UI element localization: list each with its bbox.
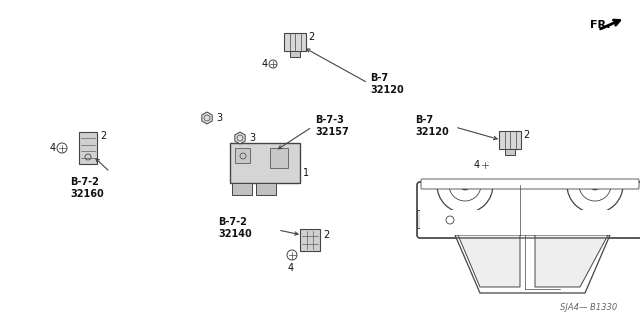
FancyBboxPatch shape: [270, 148, 288, 168]
Polygon shape: [458, 235, 520, 287]
Text: 2: 2: [308, 32, 314, 42]
Text: 2: 2: [100, 131, 106, 141]
Text: 32120: 32120: [370, 85, 404, 95]
Polygon shape: [455, 235, 610, 293]
FancyBboxPatch shape: [284, 33, 306, 51]
FancyBboxPatch shape: [420, 210, 640, 235]
FancyBboxPatch shape: [300, 229, 320, 251]
FancyBboxPatch shape: [290, 51, 300, 57]
Text: SJA4— B1330: SJA4— B1330: [560, 303, 617, 313]
FancyBboxPatch shape: [232, 183, 252, 195]
Circle shape: [565, 155, 625, 215]
Text: B-7-3: B-7-3: [315, 115, 344, 125]
Text: 4: 4: [288, 263, 294, 273]
Polygon shape: [235, 132, 245, 144]
Polygon shape: [563, 153, 627, 180]
Text: B-7: B-7: [370, 73, 388, 83]
FancyBboxPatch shape: [256, 183, 276, 195]
FancyBboxPatch shape: [417, 182, 640, 238]
FancyBboxPatch shape: [505, 149, 515, 155]
Polygon shape: [433, 153, 497, 180]
FancyBboxPatch shape: [230, 143, 300, 183]
Text: 3: 3: [249, 133, 255, 143]
FancyBboxPatch shape: [499, 131, 521, 149]
Text: 32120: 32120: [415, 127, 449, 137]
FancyBboxPatch shape: [421, 179, 639, 189]
FancyBboxPatch shape: [417, 210, 425, 228]
FancyBboxPatch shape: [235, 148, 250, 163]
Text: 32140: 32140: [218, 229, 252, 239]
FancyBboxPatch shape: [79, 132, 97, 164]
Circle shape: [435, 155, 495, 215]
Text: 3: 3: [216, 113, 222, 123]
Text: 1: 1: [303, 168, 309, 178]
Text: 4: 4: [50, 143, 56, 153]
Text: 4: 4: [262, 59, 268, 69]
Text: 4: 4: [474, 160, 480, 170]
Text: 2: 2: [323, 230, 329, 240]
Text: B-7-2: B-7-2: [218, 217, 247, 227]
Text: 32157: 32157: [315, 127, 349, 137]
Text: 32160: 32160: [70, 189, 104, 199]
Circle shape: [460, 180, 470, 190]
Text: B-7: B-7: [415, 115, 433, 125]
Text: B-7-2: B-7-2: [70, 177, 99, 187]
Polygon shape: [535, 235, 608, 287]
Text: FR.: FR.: [590, 20, 611, 30]
Text: 2: 2: [523, 130, 529, 140]
Polygon shape: [202, 112, 212, 124]
Circle shape: [590, 180, 600, 190]
